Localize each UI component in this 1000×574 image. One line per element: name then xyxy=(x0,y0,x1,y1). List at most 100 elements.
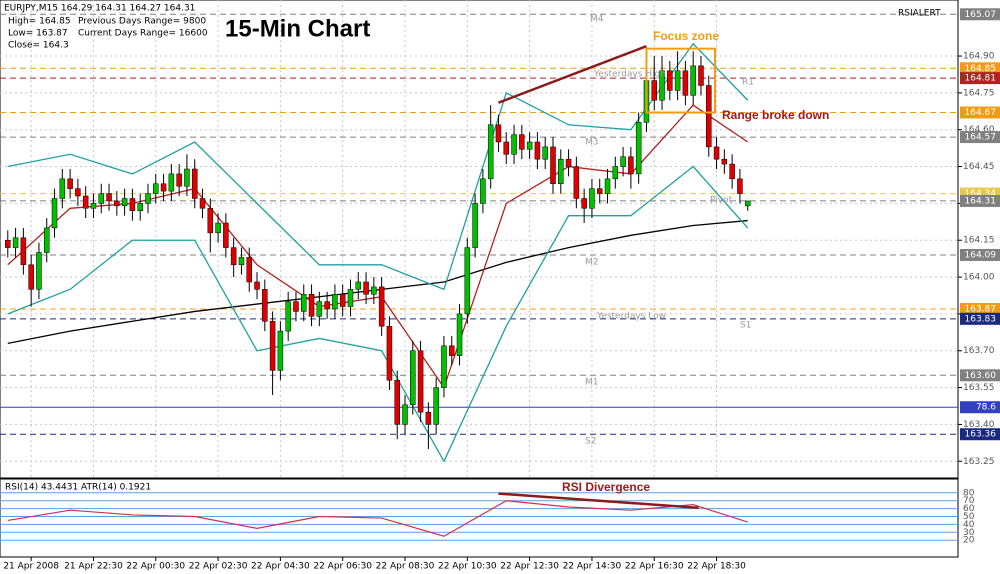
y-tick-label: 163.40 xyxy=(963,420,995,430)
candle-body xyxy=(285,301,291,332)
level-box xyxy=(960,248,1000,261)
level-label: 164.34 xyxy=(965,189,997,199)
level-label: 164.67 xyxy=(965,108,997,118)
candle-body xyxy=(487,124,494,180)
y-tick-label: 164.15 xyxy=(963,236,995,246)
rsi-tick-label: 80 xyxy=(963,488,975,498)
candle-body xyxy=(106,193,112,202)
candle-body xyxy=(464,247,471,315)
trendline xyxy=(498,45,647,104)
candle-body xyxy=(262,289,268,322)
rsi-tick-label: 70 xyxy=(963,496,975,506)
candle-body xyxy=(394,379,400,425)
candle-body xyxy=(729,163,735,180)
focus-zone xyxy=(645,47,716,114)
x-tick-label: 22 Apr 12:30 xyxy=(500,562,559,572)
level-label: 78.6 xyxy=(976,403,996,413)
candle-body xyxy=(674,70,681,91)
rsi-divergence xyxy=(498,492,699,510)
candle-body xyxy=(706,85,712,148)
candle-body xyxy=(698,65,704,86)
candle-body xyxy=(301,294,307,312)
candle-body xyxy=(410,350,416,406)
x-tick-label: 22 Apr 02:30 xyxy=(189,562,248,572)
chart-title: 15-Min Chart xyxy=(225,15,370,42)
candle-body xyxy=(176,173,182,187)
candle-body xyxy=(417,350,424,413)
level-label: 164.81 xyxy=(965,74,997,84)
annotation: Range broke down xyxy=(722,108,829,122)
candle-body xyxy=(347,289,354,307)
x-tick-label: 22 Apr 18:30 xyxy=(687,562,746,572)
candle-body xyxy=(59,178,66,199)
candle-body xyxy=(667,70,673,91)
candle-body xyxy=(207,208,214,234)
candle-body xyxy=(145,193,151,204)
indicator-line xyxy=(7,42,749,291)
candle-body xyxy=(713,146,720,160)
candle-body xyxy=(620,156,626,167)
candle-body xyxy=(550,146,556,184)
candle-body xyxy=(612,166,619,180)
candle-body xyxy=(456,313,463,356)
candle-body xyxy=(472,203,478,248)
indicator-line xyxy=(7,165,749,463)
candle-body xyxy=(402,404,408,425)
candle-body xyxy=(75,188,81,197)
level-box xyxy=(960,8,1000,21)
level-box xyxy=(960,312,1000,325)
candle-body xyxy=(277,330,284,371)
pivot-label: Yesterdays Low xyxy=(596,312,666,322)
candle-body xyxy=(254,281,260,290)
level-box xyxy=(960,72,1000,85)
y-tick-label: 163.25 xyxy=(963,457,995,467)
y-tick-label: 164.90 xyxy=(963,52,995,62)
x-tick-label: 22 Apr 16:30 xyxy=(625,562,684,572)
candle-body xyxy=(596,188,603,194)
candle-body xyxy=(230,247,237,266)
annotation: Focus zone xyxy=(653,29,719,43)
y-tick-label: 163.70 xyxy=(963,346,995,356)
candle-body xyxy=(378,286,385,327)
pivot-label: S2 xyxy=(585,437,596,447)
candle-body xyxy=(690,65,696,96)
level-label: 163.36 xyxy=(965,430,997,440)
candle-body xyxy=(721,158,728,165)
candle-body xyxy=(581,198,587,209)
candle-body xyxy=(425,411,432,425)
level-box xyxy=(960,194,1000,207)
level-label: 163.60 xyxy=(965,371,997,381)
candle-body xyxy=(558,158,564,184)
candle-body xyxy=(28,264,34,290)
candle-body xyxy=(659,70,665,101)
candle-body xyxy=(308,294,315,317)
level-label: 164.57 xyxy=(965,133,997,143)
candle-body xyxy=(184,168,190,187)
level-box xyxy=(960,369,1000,382)
candle-body xyxy=(526,141,533,150)
candle-body xyxy=(332,294,338,310)
level-label: 164.31 xyxy=(965,196,997,206)
candle-body xyxy=(565,158,572,167)
pivot-label: R1 xyxy=(742,78,754,88)
pivot-label: Yesterdays High xyxy=(593,70,666,80)
level-box xyxy=(960,62,1000,75)
candle-body xyxy=(153,183,159,194)
level-label: 165.07 xyxy=(965,10,997,20)
candle-body xyxy=(651,80,657,101)
candle-body xyxy=(90,203,97,209)
candle-body xyxy=(5,239,11,248)
candle-body xyxy=(12,237,19,248)
candle-body xyxy=(223,222,229,248)
x-tick-label: 22 Apr 00:30 xyxy=(126,562,185,572)
candle-body xyxy=(363,281,369,295)
candle-body xyxy=(293,301,299,312)
candle-body xyxy=(137,203,143,212)
level-label: 164.85 xyxy=(965,64,997,74)
y-tick-label: 164.75 xyxy=(963,88,995,98)
pivot-label: S1 xyxy=(740,321,751,331)
rsi-tick-label: 20 xyxy=(963,536,975,546)
candle-body xyxy=(160,183,167,192)
candle-body xyxy=(503,141,510,155)
candle-body xyxy=(737,178,743,194)
